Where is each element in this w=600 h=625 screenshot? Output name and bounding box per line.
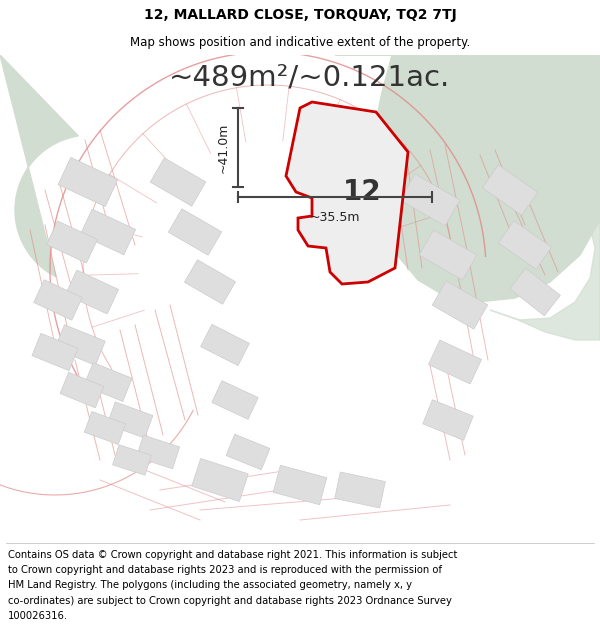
Polygon shape	[212, 381, 258, 419]
Polygon shape	[335, 55, 600, 302]
Text: Contains OS data © Crown copyright and database right 2021. This information is : Contains OS data © Crown copyright and d…	[8, 550, 457, 560]
Text: 12, MALLARD CLOSE, TORQUAY, TQ2 7TJ: 12, MALLARD CLOSE, TORQUAY, TQ2 7TJ	[143, 8, 457, 22]
Polygon shape	[113, 445, 151, 475]
Text: ~41.0m: ~41.0m	[217, 122, 230, 172]
Polygon shape	[490, 218, 600, 340]
Polygon shape	[58, 158, 118, 207]
Polygon shape	[85, 411, 125, 444]
Polygon shape	[419, 230, 477, 280]
Polygon shape	[335, 472, 385, 508]
Text: ~35.5m: ~35.5m	[310, 211, 360, 224]
Polygon shape	[47, 221, 97, 263]
Polygon shape	[184, 260, 236, 304]
Polygon shape	[423, 400, 473, 440]
Text: HM Land Registry. The polygons (including the associated geometry, namely x, y: HM Land Registry. The polygons (includin…	[8, 581, 412, 591]
Polygon shape	[428, 340, 482, 384]
Polygon shape	[286, 102, 408, 284]
Text: Map shows position and indicative extent of the property.: Map shows position and indicative extent…	[130, 36, 470, 49]
Text: ~489m²/~0.121ac.: ~489m²/~0.121ac.	[169, 64, 451, 92]
Text: co-ordinates) are subject to Crown copyright and database rights 2023 Ordnance S: co-ordinates) are subject to Crown copyr…	[8, 596, 452, 606]
Polygon shape	[84, 362, 132, 401]
Polygon shape	[192, 459, 248, 501]
Text: to Crown copyright and database rights 2023 and is reproduced with the permissio: to Crown copyright and database rights 2…	[8, 566, 442, 576]
Polygon shape	[499, 221, 551, 269]
Polygon shape	[107, 402, 153, 438]
Polygon shape	[482, 165, 538, 215]
Polygon shape	[273, 465, 327, 505]
Polygon shape	[32, 333, 78, 371]
Polygon shape	[136, 435, 179, 469]
Polygon shape	[34, 280, 82, 320]
Polygon shape	[65, 270, 119, 314]
Polygon shape	[60, 372, 104, 408]
Polygon shape	[80, 209, 136, 255]
Polygon shape	[169, 209, 221, 255]
Polygon shape	[432, 281, 488, 329]
Polygon shape	[400, 174, 460, 226]
Polygon shape	[226, 434, 270, 470]
Polygon shape	[509, 268, 560, 316]
Text: 12: 12	[343, 178, 382, 206]
Polygon shape	[55, 325, 105, 365]
Polygon shape	[0, 55, 78, 277]
Text: 100026316.: 100026316.	[8, 611, 68, 621]
Polygon shape	[200, 324, 250, 366]
Polygon shape	[150, 158, 206, 206]
